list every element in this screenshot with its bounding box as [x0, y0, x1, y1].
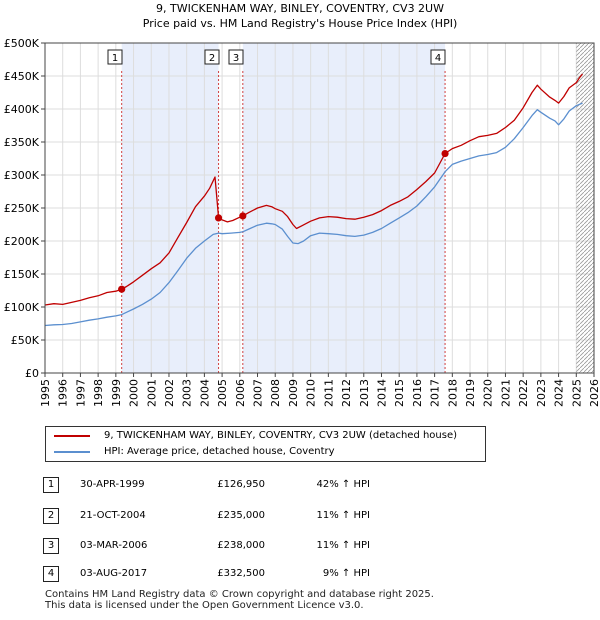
series-lines — [44, 73, 584, 327]
y-tick-label: £50K — [11, 334, 40, 347]
future-hatch — [576, 43, 594, 373]
sale-price: £126,950 — [217, 479, 265, 490]
hpi-line — [44, 102, 583, 327]
property-price-line — [44, 73, 584, 306]
footer: Contains HM Land Registry data © Crown c… — [45, 589, 434, 611]
sale-label-box — [204, 49, 220, 65]
sale-price: £332,500 — [217, 568, 265, 579]
x-tick-label: 2021 — [499, 379, 512, 407]
x-tick-label: 2017 — [429, 379, 442, 407]
axes: £0 £50K £100K £150K £200K £250K £300K £350K £400… — [4, 37, 600, 407]
x-tick-label: 2004 — [198, 379, 211, 407]
sale-label-number: 1 — [112, 53, 118, 64]
x-tick-label: 2006 — [234, 379, 247, 407]
sale-number: 4 — [43, 566, 59, 582]
sale-point — [214, 214, 223, 222]
x-tick-label: 2009 — [287, 379, 300, 407]
sale-label-number: 4 — [435, 53, 441, 64]
y-tick-label: £450K — [4, 70, 40, 83]
y-tick-label: £0 — [25, 367, 39, 380]
sale-hpi: 11% ↑ HPI — [316, 540, 370, 551]
legend-item-hpi: HPI: Average price, detached house, Cove… — [54, 444, 335, 460]
sale-label-box — [107, 49, 123, 65]
sale-label-box — [228, 49, 244, 65]
sale-hpi: 9% ↑ HPI — [322, 568, 370, 579]
legend: 9, TWICKENHAM WAY, BINLEY, COVENTRY, CV3… — [45, 426, 486, 462]
sale-label-number: 3 — [233, 53, 239, 64]
x-tick-label: 2001 — [145, 379, 158, 407]
x-tick-label: 2002 — [163, 379, 176, 407]
sale-point — [118, 285, 126, 293]
sale-point — [441, 149, 449, 158]
legend-label-property: 9, TWICKENHAM WAY, BINLEY, COVENTRY, CV3… — [104, 430, 458, 441]
x-tick-label: 2026 — [588, 379, 600, 407]
chart-subtitle: Price paid vs. HM Land Registry's House … — [143, 17, 458, 30]
x-tick-label: 2018 — [446, 379, 459, 407]
x-tick-label: 2000 — [128, 379, 141, 407]
x-tick-label: 1998 — [92, 379, 105, 407]
x-tick-label: 2011 — [322, 379, 335, 407]
sale-label-number: 2 — [209, 53, 215, 64]
table-row: 3 03-MAR-2006 £238,000 11% ↑ HPI — [0, 537, 600, 555]
legend-swatch-property — [54, 435, 90, 437]
sale-date: 21-OCT-2004 — [80, 510, 146, 521]
sale-hpi: 11% ↑ HPI — [316, 510, 370, 521]
gridlines — [44, 42, 595, 374]
chart-title: 9, TWICKENHAM WAY, BINLEY, COVENTRY, CV3… — [156, 2, 444, 15]
sale-date: 30-APR-1999 — [80, 479, 145, 490]
y-tick-label: £200K — [4, 235, 40, 248]
sale-hpi: 42% ↑ HPI — [316, 479, 370, 490]
sale-number: 2 — [43, 508, 59, 524]
x-tick-label: 2003 — [181, 379, 194, 407]
sale-date: 03-AUG-2017 — [80, 568, 148, 579]
footer-licence: This data is licensed under the Open Gov… — [45, 600, 364, 611]
x-tick-label: 2010 — [305, 379, 318, 407]
footer-copyright: Contains HM Land Registry data © Crown c… — [45, 589, 434, 600]
legend-swatch-hpi — [54, 451, 90, 453]
x-tick-label: 2016 — [411, 379, 424, 407]
y-tick-label: £300K — [4, 169, 40, 182]
sale-number: 3 — [43, 538, 59, 554]
x-tick-label: 1997 — [74, 379, 87, 407]
sale-labels: 1 2 3 4 — [107, 49, 446, 65]
table-row: 1 30-APR-1999 £126,950 42% ↑ HPI — [0, 476, 600, 494]
table-row: 2 21-OCT-2004 £235,000 11% ↑ HPI — [0, 507, 600, 525]
y-tick-label: £350K — [4, 136, 40, 149]
sale-price: £238,000 — [217, 540, 265, 551]
y-tick-label: £400K — [4, 103, 40, 116]
future-hatch-area — [576, 43, 594, 373]
price-chart: 9, TWICKENHAM WAY, BINLEY, COVENTRY, CV3… — [4, 2, 600, 407]
y-tick-label: £100K — [4, 301, 40, 314]
y-tick-label: £150K — [4, 268, 40, 281]
sale-date: 03-MAR-2006 — [80, 540, 148, 551]
sale-number: 1 — [43, 477, 59, 493]
x-tick-label: 2023 — [535, 379, 548, 407]
x-tick-label: 2008 — [269, 379, 282, 407]
legend-item-property: 9, TWICKENHAM WAY, BINLEY, COVENTRY, CV3… — [54, 428, 457, 444]
x-tick-label: 1999 — [110, 379, 123, 407]
x-tick-label: 2005 — [216, 379, 229, 407]
x-tick-label: 2025 — [570, 379, 583, 407]
y-tick-label: £500K — [4, 37, 40, 50]
sale-point — [239, 212, 247, 220]
x-tick-label: 2020 — [482, 379, 495, 407]
legend-label-hpi: HPI: Average price, detached house, Cove… — [104, 446, 335, 457]
x-tick-label: 2007 — [252, 379, 265, 407]
y-tick-label: £250K — [4, 202, 40, 215]
x-tick-label: 2019 — [464, 379, 477, 407]
x-tick-label: 2014 — [375, 379, 388, 407]
sale-price: £235,000 — [217, 510, 265, 521]
x-tick-label: 2015 — [393, 379, 406, 407]
sale-label-box — [430, 49, 446, 65]
x-tick-label: 1996 — [57, 379, 70, 407]
x-tick-label: 2024 — [553, 379, 566, 407]
x-tick-label: 1995 — [39, 379, 52, 407]
x-tick-label: 2012 — [340, 379, 353, 407]
x-tick-label: 2013 — [358, 379, 371, 407]
x-tick-label: 2022 — [517, 379, 530, 407]
table-row: 4 03-AUG-2017 £332,500 9% ↑ HPI — [0, 565, 600, 583]
